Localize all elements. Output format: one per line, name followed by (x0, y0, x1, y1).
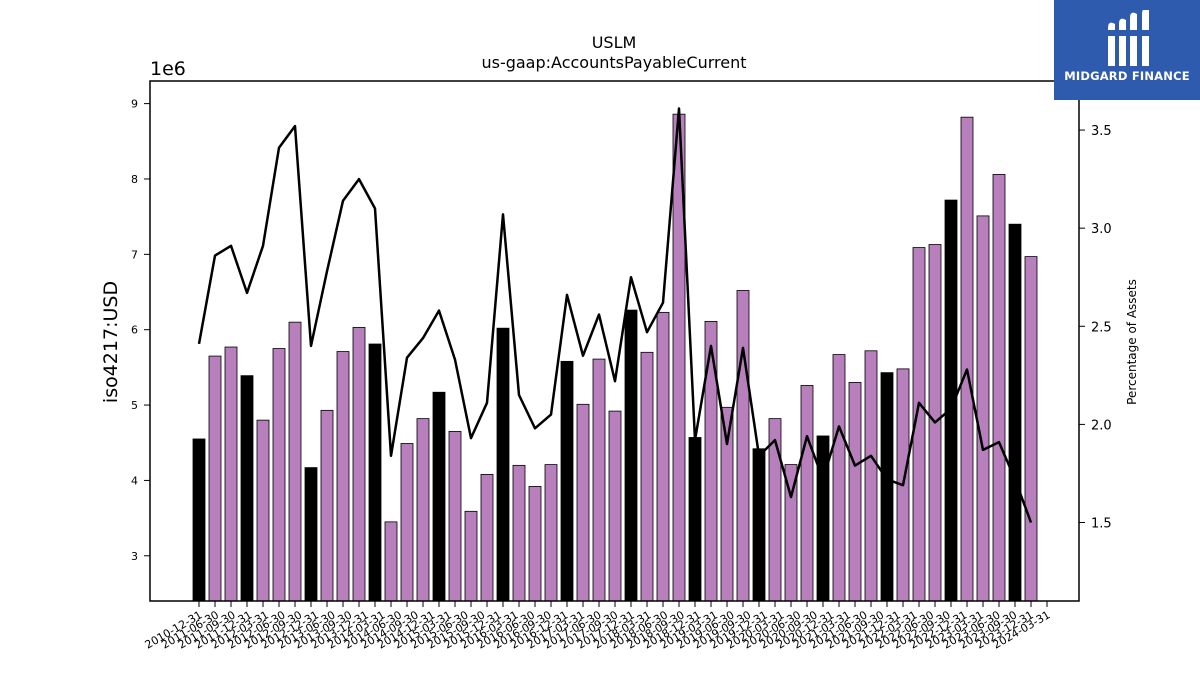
midgard-finance-logo: MIDGARD FINANCE (1054, 0, 1200, 100)
bar (512, 464, 526, 602)
bar (336, 351, 350, 602)
y2-tick-label: 2.5 (1091, 320, 1112, 335)
bar (496, 327, 510, 602)
bar (864, 350, 878, 602)
percentage-line (197, 107, 1033, 523)
bar (976, 215, 990, 602)
bar (352, 327, 366, 602)
bar (208, 355, 222, 602)
bar (688, 437, 702, 602)
bar (272, 348, 286, 602)
bar (800, 385, 814, 602)
bar (960, 116, 974, 602)
right-axis-ticks: 1.5 2.0 2.5 3.0 3.5 (1079, 124, 1112, 532)
bar (640, 351, 654, 602)
chart-title: USLM (592, 33, 637, 52)
bar (224, 346, 238, 602)
bar (624, 309, 638, 602)
bar (384, 521, 398, 602)
bar (848, 382, 862, 602)
bar (368, 343, 382, 602)
bar (752, 448, 766, 602)
bar (240, 375, 254, 602)
bar (320, 409, 334, 602)
bar (816, 435, 830, 602)
y2-tick-label: 2.0 (1091, 418, 1112, 433)
bar (608, 410, 622, 602)
y-tick-label: 4 (131, 474, 138, 487)
left-axis-ticks: 3 4 5 6 7 8 9 (131, 98, 150, 563)
bar (832, 354, 846, 602)
y-tick-label: 7 (131, 248, 138, 261)
y2-tick-label: 3.0 (1091, 222, 1112, 237)
bar (256, 419, 270, 602)
bar (544, 464, 558, 602)
logo-text: MIDGARD FINANCE (1064, 69, 1190, 83)
line-group (197, 107, 1033, 523)
y-tick-label: 3 (131, 550, 138, 563)
bar (768, 418, 782, 602)
bar (416, 418, 430, 602)
bar (576, 403, 590, 602)
midgard-logo-icon (1104, 10, 1150, 66)
bar (304, 467, 318, 602)
bar (448, 431, 462, 602)
bar (560, 360, 574, 602)
bar (192, 438, 206, 602)
y-tick-label: 5 (131, 399, 138, 412)
bar (480, 473, 494, 602)
bar-group (192, 113, 1038, 602)
y-tick-label: 6 (131, 324, 138, 337)
bar (592, 358, 606, 602)
chart-subtitle: us-gaap:AccountsPayableCurrent (481, 53, 746, 72)
bar (528, 486, 542, 602)
y2-tick-label: 1.5 (1091, 517, 1112, 532)
y-multiplier: 1e6 (150, 58, 186, 80)
x-axis-ticks: 2010-12-312011-06-302011-09-302011-12-31… (143, 601, 1053, 652)
bar (1024, 256, 1038, 602)
bar (736, 290, 750, 602)
bar (432, 391, 446, 602)
y2-axis-label: Percentage of Assets (1125, 279, 1139, 405)
bar (288, 321, 302, 602)
y-axis-label: iso4217:USD (100, 281, 122, 403)
bar (992, 174, 1006, 602)
bar (464, 510, 478, 602)
bar (880, 372, 894, 602)
bar (656, 311, 670, 602)
bar (1008, 223, 1022, 602)
y2-tick-label: 3.5 (1091, 124, 1112, 139)
bar (400, 443, 414, 602)
y-tick-label: 9 (131, 98, 138, 111)
y-tick-label: 8 (131, 173, 138, 186)
